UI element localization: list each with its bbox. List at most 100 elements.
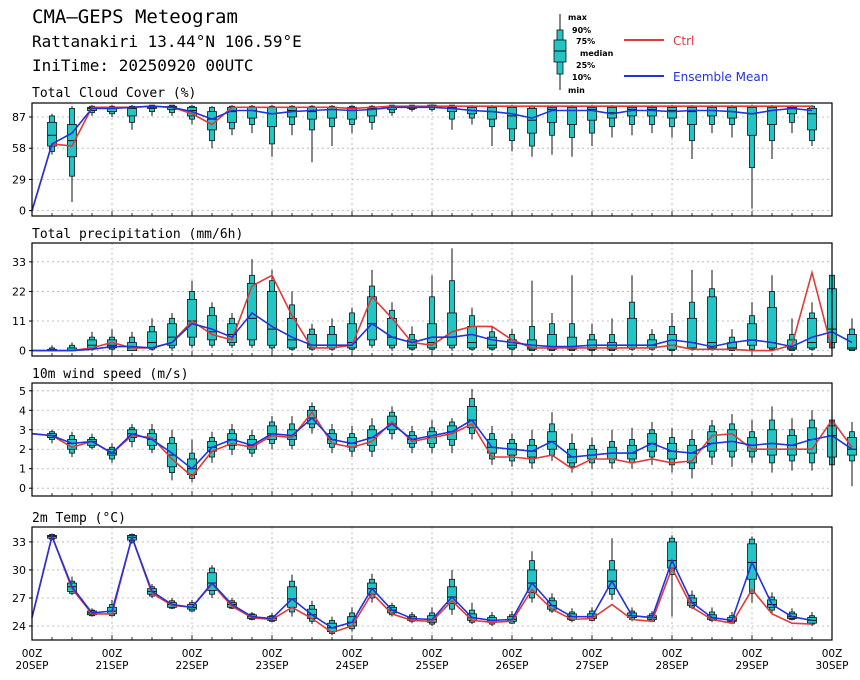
location-label: Rattanakiri 13.44°N 106.59°E bbox=[32, 32, 302, 51]
box-plot bbox=[67, 106, 77, 203]
box-25-75 bbox=[247, 106, 257, 119]
box-25-75 bbox=[187, 299, 197, 338]
box-plot bbox=[347, 425, 357, 458]
ensemble-mean-line bbox=[32, 311, 853, 352]
y-tick-label: 11 bbox=[12, 315, 26, 328]
legend-box-label: 10% bbox=[572, 73, 591, 82]
y-tick-label: 0 bbox=[19, 345, 26, 358]
box-plot bbox=[447, 418, 457, 454]
box-25-75 bbox=[647, 433, 657, 452]
ctrl-line bbox=[31, 533, 813, 634]
box-10-90 bbox=[429, 296, 435, 350]
box-plot bbox=[567, 275, 577, 352]
box-plot bbox=[127, 105, 137, 130]
x-tick-label-time: 00Z bbox=[502, 648, 523, 660]
box-plot bbox=[807, 105, 817, 147]
ensemble-mean-line bbox=[31, 105, 813, 211]
box-25-75 bbox=[727, 429, 737, 452]
box-25-75 bbox=[547, 334, 557, 350]
box-25-75 bbox=[447, 586, 457, 604]
box-plot bbox=[267, 416, 277, 450]
panel-title: Total Cloud Cover (%) bbox=[32, 86, 196, 101]
box-plot bbox=[267, 269, 277, 351]
box-plot bbox=[527, 105, 537, 157]
box-plot bbox=[547, 412, 557, 461]
legend-box-label: median bbox=[580, 49, 614, 58]
x-tick-label-date: 26SEP bbox=[496, 660, 529, 672]
y-tick-label: 2 bbox=[19, 443, 26, 456]
box-plot bbox=[247, 105, 257, 134]
legend-box-label: min bbox=[568, 86, 585, 95]
box-plot bbox=[667, 105, 677, 138]
box-10-90 bbox=[449, 104, 455, 120]
box-25-75 bbox=[447, 312, 457, 346]
box-plot bbox=[707, 105, 717, 134]
box-25-75 bbox=[647, 106, 657, 117]
panel-0: Total Cloud Cover (%) 0 29 58 87 bbox=[12, 86, 833, 218]
box-25-75 bbox=[627, 317, 637, 349]
legend-box-label: 25% bbox=[576, 61, 595, 70]
box-plot bbox=[327, 105, 337, 147]
box-25-75 bbox=[467, 326, 477, 349]
box-plot bbox=[207, 106, 217, 149]
y-tick-label: 1 bbox=[19, 463, 26, 476]
box-plot bbox=[847, 318, 857, 352]
box-plot bbox=[247, 259, 257, 348]
box-25-75 bbox=[687, 106, 697, 125]
box-plot bbox=[767, 275, 777, 351]
box-25-75 bbox=[207, 572, 217, 591]
y-tick-label: 30 bbox=[12, 564, 26, 577]
box-25-75 bbox=[627, 444, 637, 460]
panel-frame bbox=[31, 242, 833, 357]
y-tick-label: 87 bbox=[12, 111, 26, 124]
y-tick-label: 22 bbox=[12, 285, 26, 298]
box-plot bbox=[747, 302, 757, 351]
x-tick-label-time: 00Z bbox=[582, 648, 603, 660]
box-plot bbox=[347, 105, 357, 134]
box-25-75 bbox=[707, 106, 717, 117]
x-tick-label-date: 28SEP bbox=[656, 660, 689, 672]
box-plot bbox=[427, 275, 437, 351]
x-tick-label-time: 00Z bbox=[822, 648, 843, 660]
box-plot bbox=[307, 105, 317, 163]
box-plot bbox=[607, 429, 617, 469]
x-tick-label-date: 27SEP bbox=[576, 660, 609, 672]
box-plot bbox=[547, 312, 557, 352]
box-25-75 bbox=[347, 106, 357, 120]
box-plot bbox=[807, 410, 817, 471]
box-plot bbox=[607, 105, 617, 138]
box-plot bbox=[167, 312, 177, 351]
y-tick-label: 33 bbox=[12, 536, 26, 549]
box-25-75 bbox=[667, 334, 677, 350]
box-plot bbox=[727, 329, 737, 352]
box-plot bbox=[547, 105, 557, 155]
legend-box-label: 75% bbox=[576, 37, 595, 46]
box-25-75 bbox=[747, 323, 757, 346]
box-plot bbox=[387, 302, 397, 351]
box-plot bbox=[707, 269, 717, 351]
init-time-label: IniTime: 20250920 00UTC bbox=[32, 56, 254, 75]
box-plot bbox=[647, 105, 657, 134]
box-25-75 bbox=[247, 282, 257, 341]
panel-title: 2m Temp (°C) bbox=[32, 511, 126, 526]
legend-box-label: max bbox=[568, 13, 588, 22]
box-plot bbox=[447, 569, 457, 615]
box-25-75 bbox=[527, 569, 537, 593]
box-plot bbox=[287, 105, 297, 136]
box-plot bbox=[587, 323, 597, 352]
x-tick-label-time: 00Z bbox=[342, 648, 363, 660]
y-tick-label: 27 bbox=[12, 592, 26, 605]
x-tick-label-date: 25SEP bbox=[416, 660, 449, 672]
box-plot bbox=[687, 269, 697, 351]
x-tick-label-date: 23SEP bbox=[256, 660, 289, 672]
box-25-75 bbox=[267, 106, 277, 128]
box-plot bbox=[747, 420, 757, 463]
panel-3: 2m Temp (°C) 24 27 30 33 bbox=[12, 511, 833, 641]
box-plot bbox=[287, 291, 297, 351]
box-25-75 bbox=[267, 425, 277, 440]
box-plot bbox=[467, 307, 477, 351]
y-tick-label: 33 bbox=[12, 256, 26, 269]
x-tick-label-time: 00Z bbox=[22, 648, 43, 660]
box-25-75 bbox=[807, 107, 817, 131]
